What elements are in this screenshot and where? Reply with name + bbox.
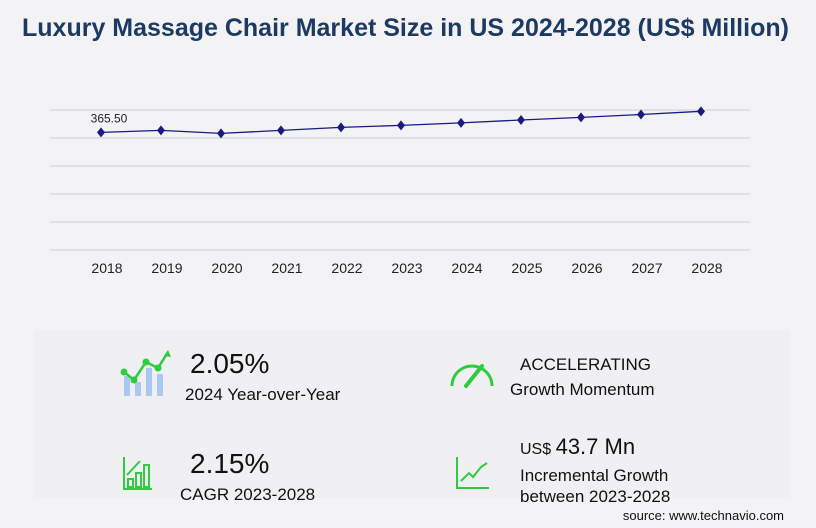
data-point [397,120,405,131]
data-point [157,125,165,136]
data-point [577,112,585,123]
x-tick-label: 2023 [391,260,422,276]
incremental-amount: 43.7 Mn [555,434,636,459]
data-point [457,117,465,128]
data-label: 365.50 [91,111,128,125]
data-point [637,109,645,120]
momentum-value: ACCELERATING [520,355,651,374]
incremental-prefix: US$ [520,441,552,458]
x-tick-label: 2019 [151,260,182,276]
data-point [517,114,525,125]
x-tick-label: 2018 [91,260,122,276]
cagr-value: 2.15% [190,448,270,479]
yoy-value: 2.05% [190,348,270,379]
x-tick-label: 2020 [211,260,242,276]
bar-chart-icon [123,457,152,490]
chart-title: Luxury Massage Chair Market Size in US 2… [22,14,789,42]
speedometer-icon [450,364,494,388]
stats-panel [34,330,790,498]
cagr-label: CAGR 2023-2028 [180,485,316,504]
x-tick-label: 2022 [331,260,362,276]
trend-up-icon [456,457,489,489]
line-chart: 2018 365.50 2019 2020 2021 2022 2023 2024 2025 20… [50,106,750,276]
incremental-value: US$ 43.7 Mn [520,434,635,460]
x-tick-label: 2026 [571,260,602,276]
data-point [217,128,225,139]
incremental-label-2: between 2023-2028 [520,487,671,506]
data-point [337,122,345,133]
x-tick-label: 2028 [691,260,722,276]
source-text: source: www.technavio.com [622,508,784,523]
incremental-label-1: Incremental Growth [520,466,669,485]
yoy-label: 2024 Year-over-Year [185,385,341,404]
data-point [97,127,105,138]
x-tick-label: 2025 [511,260,542,276]
growth-chart-icon [120,350,171,396]
momentum-label: Growth Momentum [510,380,655,399]
x-tick-label: 2027 [631,260,662,276]
data-point [697,106,705,117]
data-point [277,125,285,136]
x-tick-label: 2024 [451,260,482,276]
x-tick-label: 2021 [271,260,302,276]
